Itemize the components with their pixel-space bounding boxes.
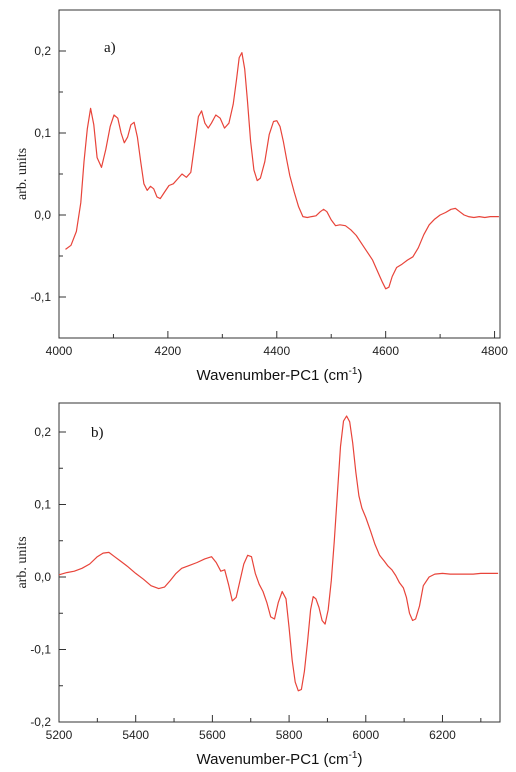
panel-b-x-tick-label: 5600 (199, 728, 226, 742)
panel-a-y-tick-label: 0,0 (34, 208, 51, 222)
panel-b-y-tick-label: 0,0 (34, 570, 51, 584)
panel-a-spectrum-line (65, 52, 499, 290)
panel-b-y-tick-label: 0,1 (34, 498, 51, 512)
panel-a-x-tick-label: 4400 (263, 344, 290, 358)
panel-a-label: a) (104, 40, 116, 56)
panel-b-y-tick-label: -0,1 (30, 643, 51, 657)
panel-a: -0,1 0,0 0,1 0,2 4000 4200 4400 4600 4800 a) arb. … (15, 9, 508, 384)
panel-b-x-tick-label: 5200 (46, 728, 73, 742)
panel-a-x-tick-label: 4200 (155, 344, 182, 358)
panel-a-x-tick-label: 4800 (481, 344, 508, 358)
panel-b-y-tick-label: -0,2 (30, 715, 51, 729)
panel-a-x-axis-label: Wavenumber-PC1 (cm-1) (197, 366, 363, 384)
panel-b-label: b) (91, 425, 104, 441)
panel-a-x-tick-label: 4000 (46, 344, 73, 358)
panel-b-y-axis-label: arb. units (15, 536, 30, 588)
panel-a-y-axis-label: arb. units (15, 148, 30, 200)
panel-a-y-tick-label: 0,1 (34, 126, 51, 140)
panel-a-x-tick-label: 4600 (372, 344, 399, 358)
panel-b-x-tick-label: 5800 (276, 728, 303, 742)
panel-b-spectrum-line (58, 415, 499, 692)
panel-b-x-axis-label: Wavenumber-PC1 (cm-1) (197, 750, 363, 768)
panel-b: -0,2 -0,1 0,0 0,1 0,2 5200 5400 5600 5800 6000 620… (15, 402, 501, 768)
panel-a-y-tick-label: -0,1 (30, 290, 51, 304)
panel-b-y-tick-label: 0,2 (34, 425, 51, 439)
panel-a-y-tick-label: 0,2 (34, 44, 51, 58)
panel-b-x-tick-label: 6000 (352, 728, 379, 742)
panel-b-x-tick-label: 5400 (122, 728, 149, 742)
panel-b-plot-frame (58, 402, 501, 723)
panel-b-x-tick-label: 6200 (429, 728, 456, 742)
